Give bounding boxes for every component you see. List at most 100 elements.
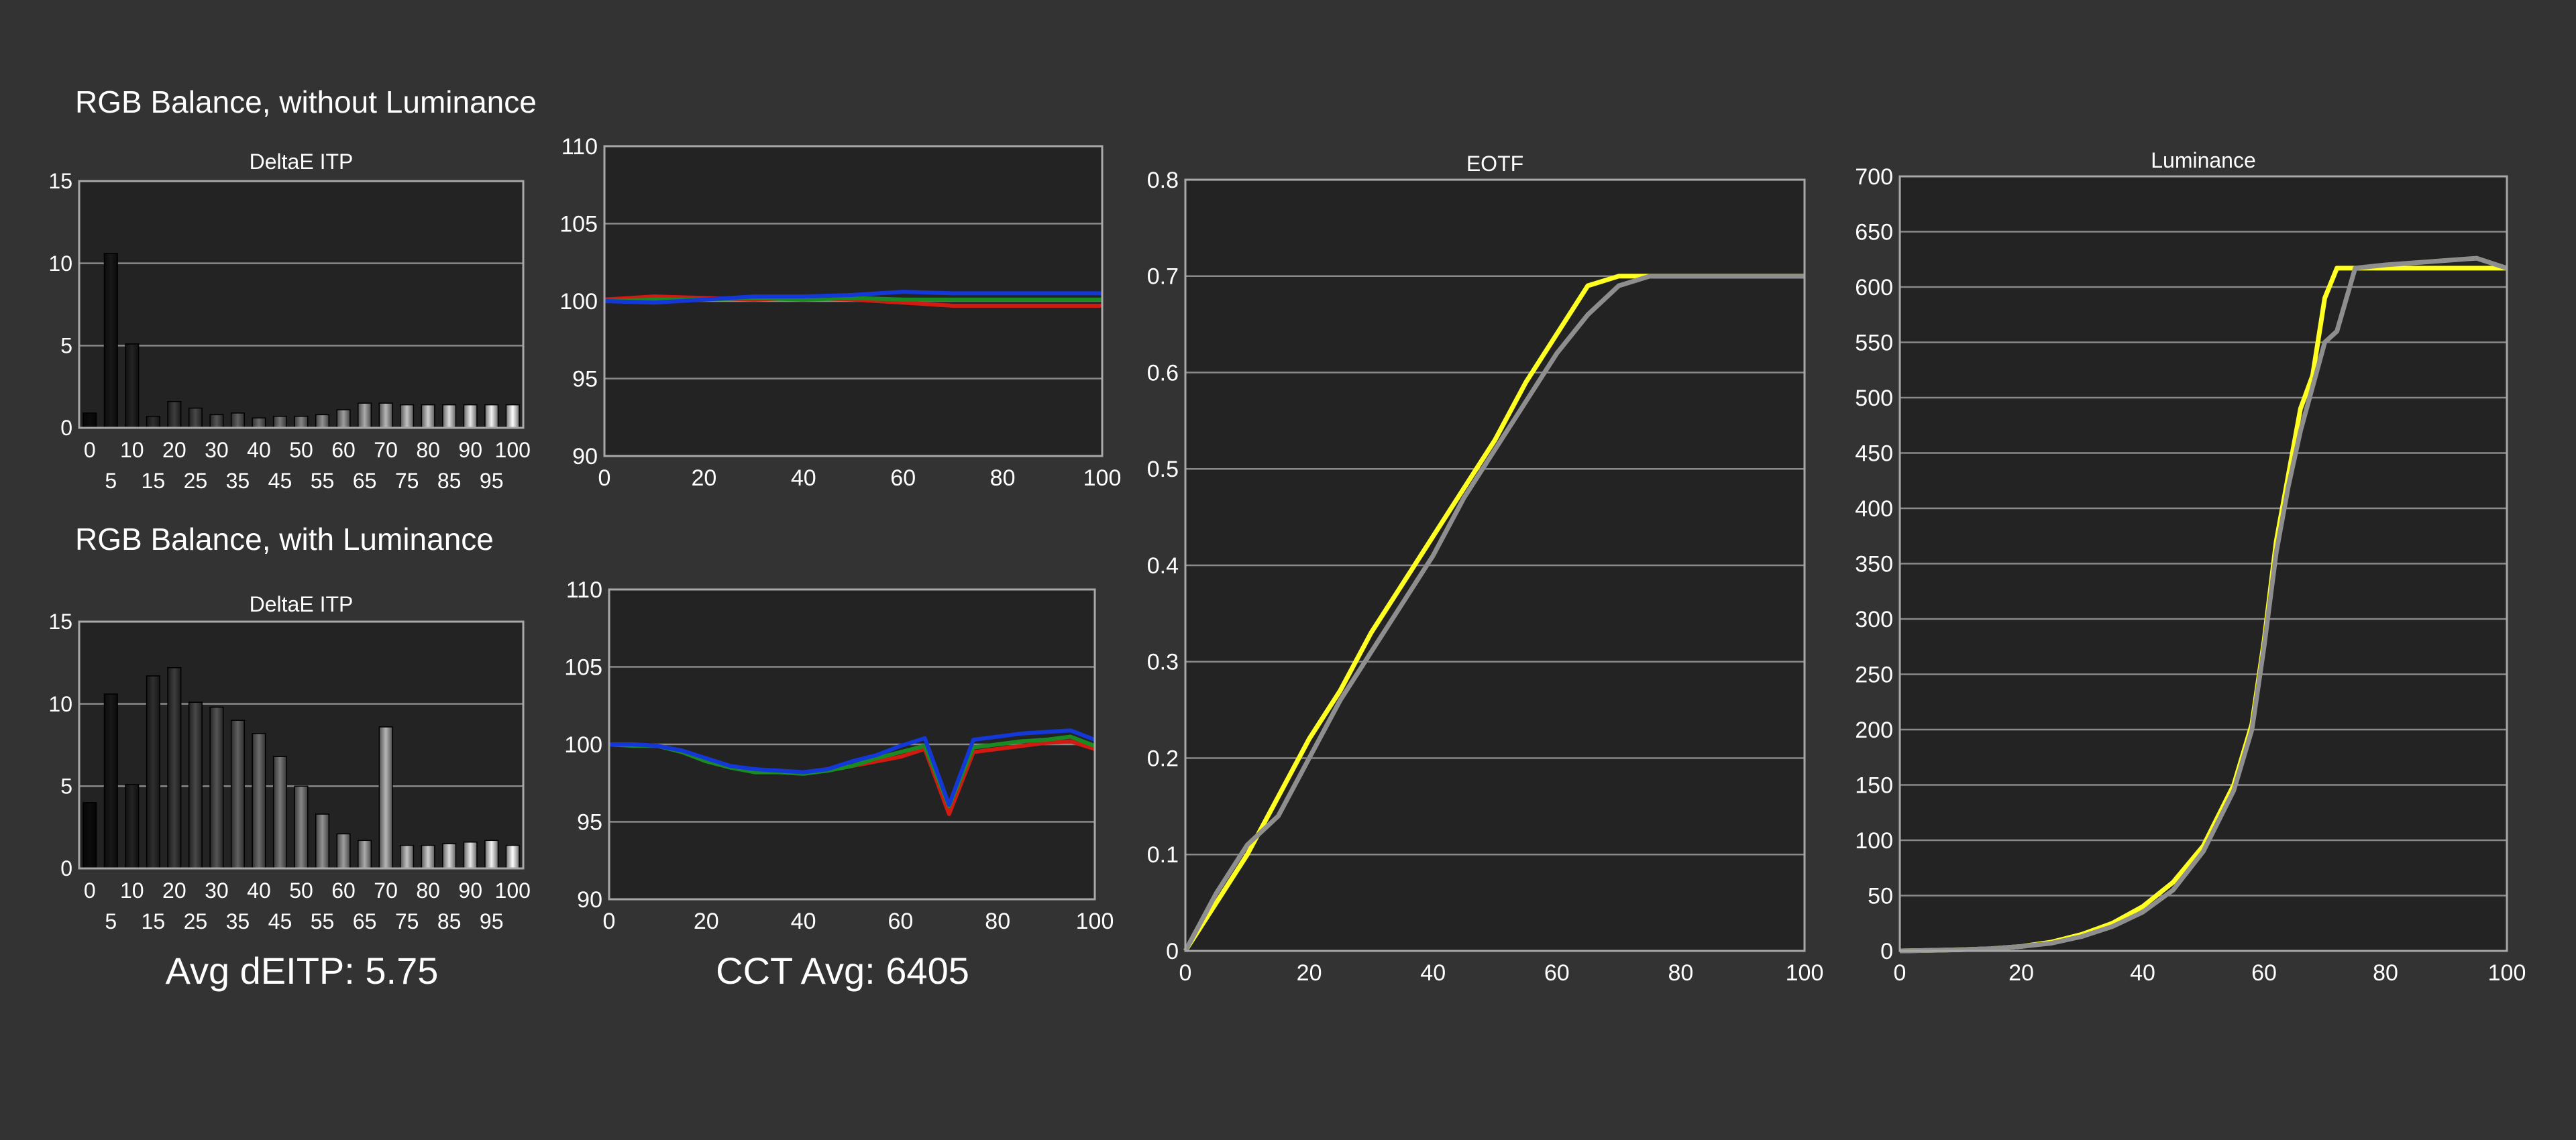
eotf-ytick-label: 0.6 (1147, 360, 1179, 386)
rgb_without-ytick-label: 105 (559, 211, 598, 237)
deltae_with-xtick-label: 85 (437, 909, 462, 933)
luminance-xtick-label: 80 (2373, 960, 2398, 986)
deltae_with-ytick-label: 15 (48, 610, 72, 634)
deltae_with-xtick-label: 90 (458, 878, 482, 903)
deltae_without-xtick-label: 60 (331, 438, 356, 462)
luminance-ytick-label: 150 (1855, 773, 1893, 798)
deltae_without-ytick-label: 5 (60, 334, 72, 358)
eotf-xtick-label: 100 (1786, 960, 1824, 986)
eotf-ytick-label: 0.5 (1147, 457, 1179, 482)
deltae_with-xtick-label: 15 (142, 909, 166, 933)
eotf-ytick-label: 0.3 (1147, 650, 1179, 675)
rgb_without-xtick-label: 40 (791, 465, 816, 491)
eotf-series-measured (1183, 274, 1805, 952)
rgb_with-xtick-label: 80 (985, 909, 1010, 934)
luminance-xtick-label: 100 (2488, 960, 2526, 986)
deltae_with-xtick-label: 100 (495, 878, 531, 903)
deltae_without-xtick-label: 95 (480, 469, 504, 493)
luminance-ytick-label: 500 (1855, 386, 1893, 411)
deltae_with-ytick-label: 0 (60, 856, 72, 880)
luminance-ytick-label: 650 (1855, 219, 1893, 245)
luminance-ytick-label: 250 (1855, 662, 1893, 687)
deltae_without-xtick-label: 25 (184, 469, 208, 493)
deltae_with-xtick-label: 70 (374, 878, 398, 903)
deltae_without-xtick-label: 70 (374, 438, 398, 462)
rgb_with-xtick-label: 20 (694, 909, 719, 934)
deltae_with-xtick-label: 95 (480, 909, 504, 933)
deltae_without-xtick-label: 80 (416, 438, 440, 462)
deltae_with-xtick-label: 25 (184, 909, 208, 933)
section-heading-with-luminance: RGB Balance, with Luminance (75, 522, 494, 557)
rgb_with-ytick-label: 100 (564, 732, 602, 758)
luminance-ytick-label: 700 (1855, 164, 1893, 190)
rgb_with-series-blue (609, 728, 1096, 807)
luminance-series-measured (1899, 255, 2508, 954)
rgb_with-frame (608, 588, 1096, 901)
eotf-ytick-label: 0.4 (1147, 553, 1179, 579)
deltae_without-xtick-label: 85 (437, 469, 462, 493)
deltae_without-xtick-label: 100 (495, 438, 531, 462)
eotf-xtick-label: 20 (1297, 960, 1322, 986)
deltae_without-xtick-label: 30 (205, 438, 229, 462)
deltae_without-ytick-label: 0 (60, 416, 72, 440)
luminance-ytick-label: 400 (1855, 496, 1893, 522)
deltae_with-xtick-label: 40 (247, 878, 271, 903)
luminance-title: Luminance (2151, 148, 2256, 172)
eotf-ytick-label: 0.1 (1147, 842, 1179, 868)
deltae_with-ytick-label: 5 (60, 775, 72, 799)
rgb_without-series-blue (604, 290, 1102, 305)
deltae_without-plot-area (79, 181, 523, 428)
rgb_without-frame (603, 145, 1104, 457)
rgb_without-ytick-label: 95 (572, 366, 598, 392)
luminance-ytick-label: 0 (1880, 939, 1893, 964)
deltae_with-xtick-label: 45 (268, 909, 292, 933)
deltae_without-xtick-label: 75 (395, 469, 419, 493)
deltae_without-xtick-label: 10 (120, 438, 144, 462)
rgb_without-xtick-label: 100 (1083, 465, 1122, 491)
eotf-xtick-label: 80 (1668, 960, 1693, 986)
luminance-ytick-label: 300 (1855, 607, 1893, 632)
deltae_without-xtick-label: 50 (289, 438, 313, 462)
deltae_without-xtick-label: 55 (311, 469, 335, 493)
rgb_with-ytick-label: 95 (577, 809, 602, 835)
rgb_with-xtick-label: 40 (791, 909, 816, 934)
luminance-ytick-label: 350 (1855, 551, 1893, 577)
eotf-xtick-label: 60 (1544, 960, 1570, 986)
deltae_with-xtick-label: 80 (416, 878, 440, 903)
rgb_without-xtick-label: 0 (598, 465, 611, 491)
luminance-ytick-label: 600 (1855, 275, 1893, 300)
eotf-frame (1184, 178, 1806, 952)
deltae_with-xtick-label: 10 (120, 878, 144, 903)
luminance-ytick-label: 100 (1855, 828, 1893, 854)
deltae_with-xtick-label: 5 (105, 909, 117, 933)
luminance-xtick-label: 60 (2251, 960, 2277, 986)
rgb_with-xtick-label: 0 (603, 909, 616, 934)
eotf-xtick-label: 0 (1179, 960, 1192, 986)
rgb_with-xtick-label: 100 (1076, 909, 1114, 934)
deltae_without-xtick-label: 35 (226, 469, 250, 493)
cct-avg-value: CCT Avg: 6405 (716, 950, 969, 992)
avg-deitp-value: Avg dEITP: 5.75 (165, 950, 439, 992)
deltae_without-xtick-label: 40 (247, 438, 271, 462)
rgb_without-ytick-label: 110 (561, 134, 598, 160)
deltae_without-ytick-label: 15 (48, 169, 72, 193)
deltae_with-xtick-label: 35 (226, 909, 250, 933)
rgb_without-ytick-label: 100 (559, 289, 598, 315)
eotf-ytick-label: 0.2 (1147, 746, 1179, 771)
rgb_without-ytick-label: 90 (572, 444, 598, 469)
luminance-ytick-label: 50 (1868, 883, 1893, 909)
deltae_without-xtick-label: 20 (162, 438, 186, 462)
deltae_without-frame (78, 180, 525, 429)
deltae_without-xtick-label: 65 (353, 469, 377, 493)
deltae_with-xtick-label: 55 (311, 909, 335, 933)
eotf-xtick-label: 40 (1420, 960, 1446, 986)
luminance-ytick-label: 450 (1855, 441, 1893, 466)
eotf-ytick-label: 0.7 (1147, 264, 1179, 290)
deltae_without-title: DeltaE ITP (250, 150, 354, 174)
deltae_with-ytick-label: 10 (48, 692, 72, 716)
